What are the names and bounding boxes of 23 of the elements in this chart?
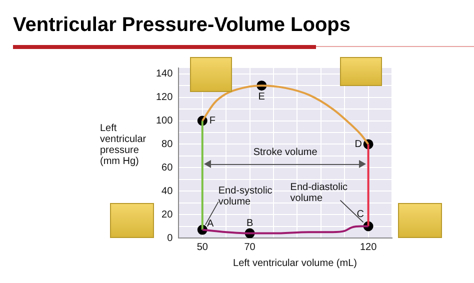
y-tick-label: 80 bbox=[162, 138, 174, 150]
y-tick-label: 140 bbox=[156, 68, 174, 80]
x-tick-label: 70 bbox=[244, 242, 256, 253]
annotation: End-diastolic volume bbox=[290, 182, 348, 204]
annotation: E bbox=[258, 91, 266, 102]
annotation: D bbox=[354, 138, 362, 150]
y-tick-label: 40 bbox=[162, 186, 174, 197]
annotation: A bbox=[207, 218, 214, 230]
y-tick-label: 60 bbox=[162, 162, 174, 174]
y-tick-label: 100 bbox=[156, 116, 174, 127]
annotation: End-systolic volume bbox=[218, 186, 272, 208]
annotation: B bbox=[246, 218, 254, 230]
annotation: C bbox=[356, 209, 364, 220]
y-tick-label: 0 bbox=[167, 232, 174, 244]
annotation: Stroke volume bbox=[252, 147, 318, 158]
y-axis-title: Left ventricular pressure (mm Hg) bbox=[100, 123, 146, 167]
x-tick-label: 50 bbox=[196, 242, 208, 253]
y-tick-label: 20 bbox=[162, 209, 174, 220]
x-tick-label: 120 bbox=[360, 242, 378, 253]
chart-title: Ventricular Pressure-Volume Loops bbox=[13, 14, 351, 37]
annotation: F bbox=[209, 116, 216, 127]
x-axis-title: Left ventricular volume (mL) bbox=[232, 258, 358, 270]
y-tick-label: 120 bbox=[156, 92, 174, 104]
